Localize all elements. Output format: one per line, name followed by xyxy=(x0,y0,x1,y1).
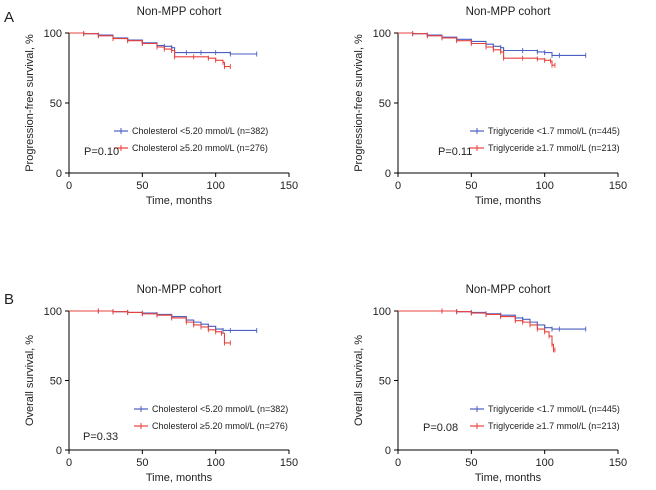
chart-title: Non-MPP cohort xyxy=(137,6,223,18)
legend-entry: Triglyceride ≥1.7 mmol/L (n=213) xyxy=(488,421,620,431)
y-tick-label: 50 xyxy=(50,98,62,110)
x-tick-label: 50 xyxy=(136,457,148,469)
p-value: P=0.10 xyxy=(84,146,119,158)
survival-curve-low xyxy=(69,32,257,55)
survival-curve-low xyxy=(69,310,257,332)
x-tick-label: 50 xyxy=(465,457,477,469)
x-tick-label: 50 xyxy=(465,180,477,192)
y-tick-label: 0 xyxy=(385,445,391,457)
panel-label-a: A xyxy=(4,9,14,26)
x-tick-label: 100 xyxy=(535,457,553,469)
legend-entry: Cholesterol <5.20 mmol/L (n=382) xyxy=(132,126,268,136)
x-axis-label: Time, months xyxy=(475,195,542,207)
x-axis-label: Time, months xyxy=(146,195,213,207)
y-axis-label: Progression-free survival, % xyxy=(24,34,36,172)
survival-curve-high xyxy=(69,32,231,68)
y-tick-label: 50 xyxy=(379,376,391,388)
survival-curve-high xyxy=(398,310,555,351)
x-axis-label: Time, months xyxy=(475,472,542,484)
y-tick-label: 0 xyxy=(56,168,62,180)
chart-title: Non-MPP cohort xyxy=(466,6,552,18)
x-tick-label: 0 xyxy=(66,457,72,469)
chart-title: Non-MPP cohort xyxy=(466,284,552,296)
chart-panel-1: Non-MPP cohort 0 50 100 150 0 50 100 Time, month… xyxy=(24,6,298,207)
legend-entry: Cholesterol <5.20 mmol/L (n=382) xyxy=(152,404,288,414)
legend-entry: Cholesterol ≥5.20 mmol/L (n=276) xyxy=(132,143,268,153)
x-tick-label: 50 xyxy=(136,180,148,192)
y-tick-label: 100 xyxy=(44,306,62,318)
survival-curve-high xyxy=(398,32,555,66)
chart-panel-2: Non-MPP cohort 0 50 100 150 0 50 100 Time, month… xyxy=(353,6,627,207)
y-tick-label: 100 xyxy=(373,28,391,40)
y-tick-label: 100 xyxy=(44,28,62,40)
survival-curve-high xyxy=(69,310,231,344)
legend-entry: Cholesterol ≥5.20 mmol/L (n=276) xyxy=(152,421,288,431)
x-tick-label: 150 xyxy=(280,457,298,469)
x-tick-label: 100 xyxy=(206,180,224,192)
y-axis-label: Progression-free survival, % xyxy=(353,34,365,172)
y-tick-label: 50 xyxy=(50,376,62,388)
legend-entry: Triglyceride <1.7 mmol/L (n=445) xyxy=(488,126,620,136)
panel-label-b: B xyxy=(4,291,14,308)
x-tick-label: 0 xyxy=(395,457,401,469)
y-axis-label: Overall survival, % xyxy=(24,335,36,426)
chart-panel-4: Non-MPP cohort 0 50 100 150 0 50 100 Time, month… xyxy=(353,284,627,484)
x-tick-label: 0 xyxy=(395,180,401,192)
p-value: P=0.08 xyxy=(423,422,458,434)
legend-entry: Triglyceride <1.7 mmol/L (n=445) xyxy=(488,404,620,414)
x-tick-label: 0 xyxy=(66,180,72,192)
chart-panel-3: Non-MPP cohort 0 50 100 150 0 50 100 Time, month… xyxy=(24,284,298,484)
x-tick-label: 150 xyxy=(280,180,298,192)
x-axis-label: Time, months xyxy=(146,472,213,484)
legend-entry: Triglyceride ≥1.7 mmol/L (n=213) xyxy=(488,143,620,153)
survival-curve-low xyxy=(398,32,586,56)
x-tick-label: 150 xyxy=(609,457,627,469)
y-tick-label: 0 xyxy=(385,168,391,180)
survival-curve-low xyxy=(398,310,586,330)
p-value: P=0.33 xyxy=(83,431,118,443)
x-tick-label: 100 xyxy=(206,457,224,469)
x-tick-label: 150 xyxy=(609,180,627,192)
y-tick-label: 50 xyxy=(379,98,391,110)
x-tick-label: 100 xyxy=(535,180,553,192)
y-tick-label: 0 xyxy=(56,445,62,457)
p-value: P=0.11 xyxy=(438,146,472,158)
y-tick-label: 100 xyxy=(373,306,391,318)
y-axis-label: Overall survival, % xyxy=(353,335,365,426)
chart-title: Non-MPP cohort xyxy=(137,284,223,296)
